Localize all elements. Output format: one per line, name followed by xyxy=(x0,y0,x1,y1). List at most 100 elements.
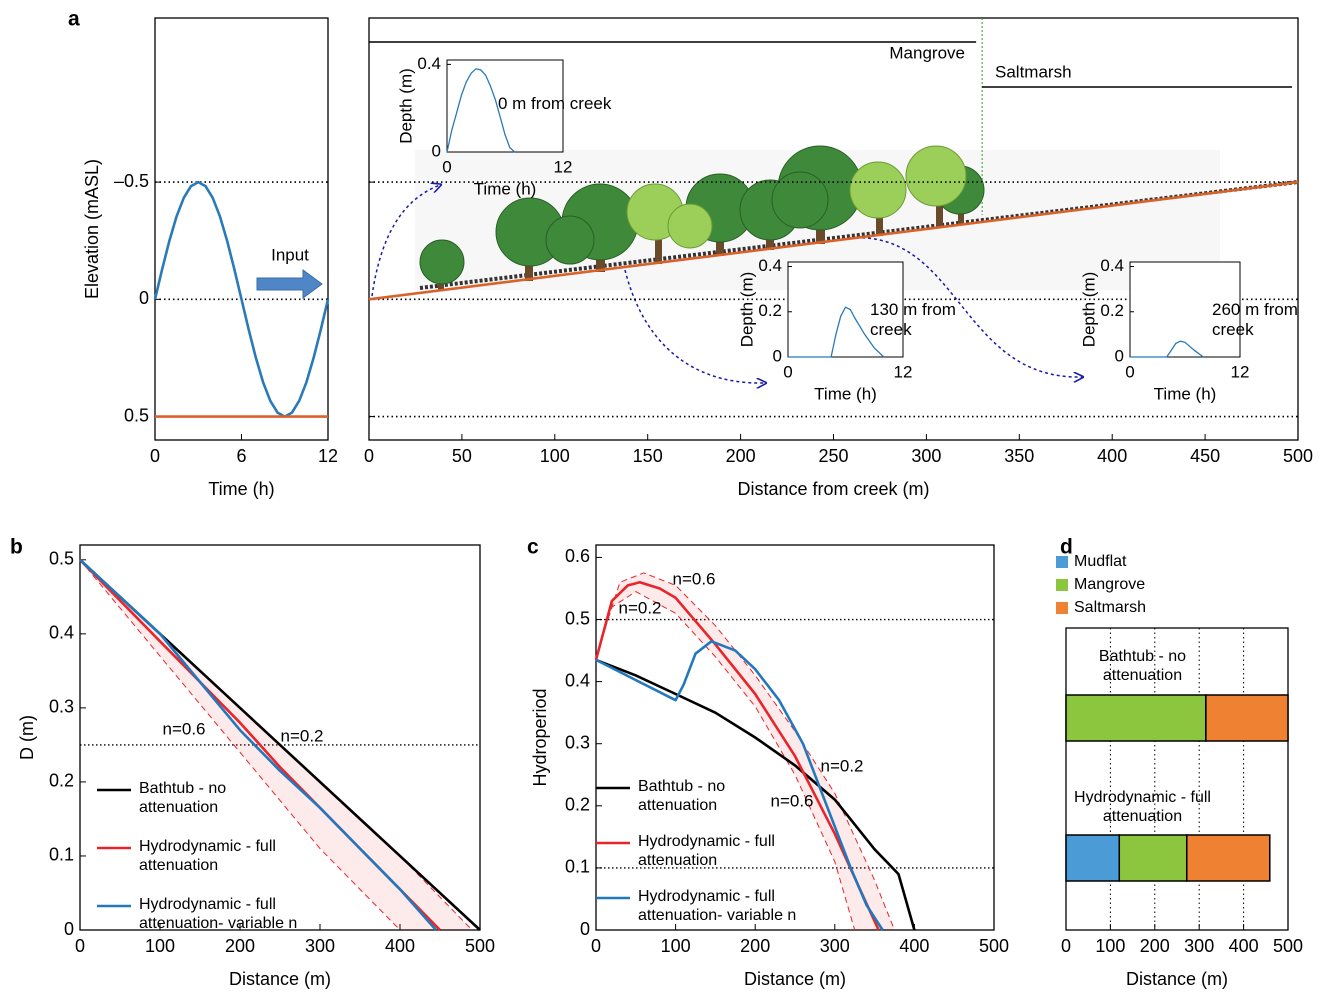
callout-arrows xyxy=(371,185,1082,383)
bar-segment xyxy=(1065,694,1207,742)
inset-title: 130 m from creek xyxy=(870,300,956,339)
x-tick-label: 500 xyxy=(1283,446,1313,466)
annotation: Input xyxy=(271,245,309,264)
y-tick-label: 0.4 xyxy=(565,670,590,690)
legend-label: Hydrodynamic - full attenuation- variabl… xyxy=(638,888,797,924)
x-tick-label: 0 xyxy=(591,936,601,956)
panel-letter: a xyxy=(68,8,80,31)
x-tick-label: 300 xyxy=(911,446,941,466)
legend-label: Bathtub - no attenuation xyxy=(638,778,726,814)
y-tick-label: 0 xyxy=(432,141,441,160)
data-line xyxy=(368,180,1299,301)
x-tick-label: 500 xyxy=(979,936,1009,956)
x-tick-label: 300 xyxy=(305,936,335,956)
y-tick-label: 0 xyxy=(580,919,590,939)
x-tick-label: 12 xyxy=(894,363,913,382)
x-tick-label: 150 xyxy=(633,446,663,466)
inset-title: 260 m from creek xyxy=(1212,300,1298,339)
y-tick-label: 0 xyxy=(139,288,149,308)
x-tick-label: 200 xyxy=(740,936,770,956)
y-tick-label: 0 xyxy=(773,346,782,365)
x-axis-label: Distance (m) xyxy=(229,969,331,989)
uncertainty-band xyxy=(80,559,472,930)
legend-label: Hydrodynamic - full attenuation- variabl… xyxy=(139,896,298,932)
y-tick-label: 0.5 xyxy=(565,608,590,628)
x-axis-label: Time (h) xyxy=(474,179,537,198)
category-label: Hydrodynamic - full attenuation xyxy=(1074,789,1211,825)
axes-frame xyxy=(446,59,564,153)
annotation: n=0.6 xyxy=(770,791,813,810)
data-line xyxy=(153,180,330,418)
x-axis-label: Time (h) xyxy=(208,479,274,499)
x-axis-label: Distance (m) xyxy=(744,969,846,989)
data-line xyxy=(595,658,916,931)
axes-frame xyxy=(595,544,995,931)
y-tick-label: 0.4 xyxy=(758,256,782,275)
y-tick-label: 0 xyxy=(64,919,74,939)
legend-swatch xyxy=(1056,579,1068,591)
panel-letter: b xyxy=(10,536,23,559)
y-tick-label: 0.5 xyxy=(124,405,149,425)
input-arrow xyxy=(256,269,323,299)
data-line xyxy=(594,581,880,931)
y-axis-label: Hydroperiod xyxy=(530,688,550,786)
y-tick-label: 0.6 xyxy=(565,546,590,566)
y-axis-label: Depth (m) xyxy=(737,272,756,348)
x-tick-label: 0 xyxy=(442,158,451,177)
y-axis-label: Elevation (mASL) xyxy=(82,159,102,299)
legend-label-box: Hydrodynamic - full attenuation- variabl… xyxy=(638,888,797,924)
x-tick-label: 12 xyxy=(318,446,338,466)
legend-label: Hydrodynamic - full attenuation xyxy=(638,833,775,869)
data-line xyxy=(79,558,437,931)
legend-label: Hydrodynamic - full attenuation xyxy=(139,838,276,874)
axes-frame xyxy=(1129,261,1241,358)
bar-segment xyxy=(1065,834,1121,882)
legend-label: Mudflat xyxy=(1074,553,1127,570)
vegetation-illustration xyxy=(415,145,1299,290)
inset-line xyxy=(446,68,516,153)
annotation: n=0.6 xyxy=(672,569,715,588)
x-tick-label: 200 xyxy=(726,446,756,466)
axes-frame xyxy=(787,261,904,358)
bound-line xyxy=(595,572,895,931)
x-tick-label: 0 xyxy=(364,446,374,466)
inset-line xyxy=(1130,340,1204,358)
x-tick-label: 12 xyxy=(1231,363,1250,382)
inset-line xyxy=(788,306,885,358)
x-axis-label: Distance from creek (m) xyxy=(737,479,929,499)
legend-label-box: Hydrodynamic - full attenuation xyxy=(638,833,775,869)
inset-background xyxy=(788,262,903,357)
y-tick-label: –0.5 xyxy=(114,171,149,191)
inset-title-box: 130 m from creek xyxy=(870,300,956,339)
uncertainty-band xyxy=(596,572,895,930)
y-tick-label: 0.5 xyxy=(49,549,74,569)
axes-frame xyxy=(1065,627,1289,931)
x-tick-label: 300 xyxy=(820,936,850,956)
y-tick-label: 0.4 xyxy=(417,54,441,73)
x-tick-label: 0 xyxy=(1125,363,1134,382)
panel-letter: c xyxy=(527,536,539,559)
panel-letter: d xyxy=(1060,536,1073,559)
x-tick-label: 12 xyxy=(554,158,573,177)
y-tick-label: 0.3 xyxy=(565,732,590,752)
y-tick-label: 0.4 xyxy=(1100,256,1124,275)
inset-background xyxy=(1130,262,1240,357)
x-tick-label: 0 xyxy=(150,446,160,466)
x-tick-label: 400 xyxy=(1229,936,1259,956)
inset-background xyxy=(447,60,563,152)
zone-label: Mangrove xyxy=(889,43,965,62)
data-line xyxy=(595,640,884,931)
bar-segment xyxy=(1186,834,1271,882)
x-tick-label: 0 xyxy=(1061,936,1071,956)
x-tick-label: 100 xyxy=(1095,936,1125,956)
legend-label-box: Hydrodynamic - full attenuation- variabl… xyxy=(139,896,298,932)
bar-segment xyxy=(1205,694,1289,742)
bar-segment xyxy=(1118,834,1188,882)
inset-title: 0 m from creek xyxy=(498,94,612,113)
x-tick-label: 50 xyxy=(452,446,472,466)
x-tick-label: 200 xyxy=(225,936,255,956)
category-label: Bathtub - no attenuation xyxy=(1098,648,1187,684)
legend-swatch xyxy=(1056,602,1068,614)
x-tick-label: 200 xyxy=(1140,936,1170,956)
y-tick-label: 0.1 xyxy=(565,857,590,877)
